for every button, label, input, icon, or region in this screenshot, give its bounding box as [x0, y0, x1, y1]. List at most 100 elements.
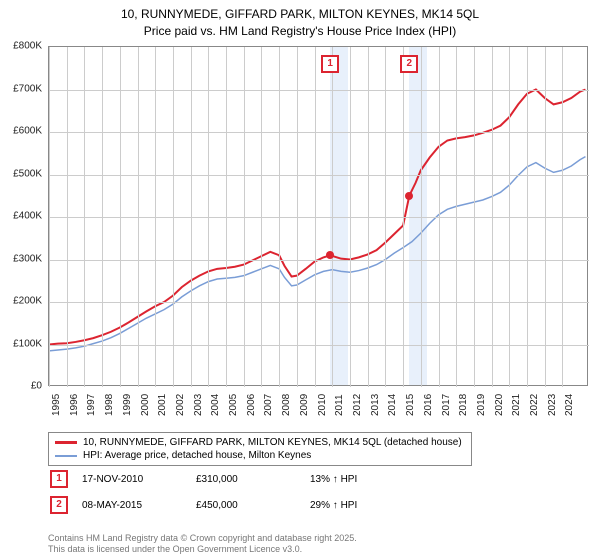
chart-title: 10, RUNNYMEDE, GIFFARD PARK, MILTON KEYN… — [0, 0, 600, 40]
grid-line-v — [492, 47, 493, 387]
x-axis-label: 2009 — [299, 394, 310, 416]
y-axis-label: £100K — [13, 338, 42, 349]
grid-line-v — [138, 47, 139, 387]
sale-marker: 1 — [321, 55, 339, 73]
sale-marker: 2 — [400, 55, 418, 73]
grid-line-v — [279, 47, 280, 387]
grid-line-v — [84, 47, 85, 387]
grid-line-v — [403, 47, 404, 387]
grid-line-h — [49, 175, 589, 176]
grid-line-v — [509, 47, 510, 387]
grid-line-v — [545, 47, 546, 387]
x-axis-label: 2004 — [210, 394, 221, 416]
grid-line-h — [49, 132, 589, 133]
sale-price: £310,000 — [196, 474, 296, 485]
grid-line-v — [439, 47, 440, 387]
grid-line-v — [226, 47, 227, 387]
sale-row: 1 17-NOV-2010 £310,000 13% ↑ HPI — [50, 466, 588, 492]
x-axis-label: 2019 — [476, 394, 487, 416]
grid-line-v — [102, 47, 103, 387]
x-axis-label: 2018 — [458, 394, 469, 416]
legend-label-2: HPI: Average price, detached house, Milt… — [83, 450, 311, 461]
legend-box: 10, RUNNYMEDE, GIFFARD PARK, MILTON KEYN… — [48, 432, 588, 518]
grid-line-v — [120, 47, 121, 387]
chart-area: 12 £0£100K£200K£300K£400K£500K£600K£700K… — [48, 46, 588, 426]
sale-price: £450,000 — [196, 500, 296, 511]
x-axis-label: 2001 — [157, 394, 168, 416]
grid-line-h — [49, 217, 589, 218]
footnote-line-1: Contains HM Land Registry data © Crown c… — [48, 533, 357, 545]
grid-line-v — [261, 47, 262, 387]
sale-row: 2 08-MAY-2015 £450,000 29% ↑ HPI — [50, 492, 588, 518]
sale-marker-inline: 1 — [50, 470, 68, 488]
x-axis-label: 1999 — [122, 394, 133, 416]
x-axis-label: 2015 — [405, 394, 416, 416]
x-axis-label: 2024 — [564, 394, 575, 416]
x-axis-label: 2010 — [317, 394, 328, 416]
x-axis-label: 2013 — [370, 394, 381, 416]
footnote: Contains HM Land Registry data © Crown c… — [48, 533, 357, 556]
sale-delta: 29% ↑ HPI — [310, 500, 410, 511]
x-axis-label: 2008 — [281, 394, 292, 416]
grid-line-v — [562, 47, 563, 387]
x-axis-label: 1998 — [104, 394, 115, 416]
x-axis-label: 2023 — [547, 394, 558, 416]
grid-line-v — [456, 47, 457, 387]
sale-date: 17-NOV-2010 — [82, 474, 182, 485]
x-axis-label: 2005 — [228, 394, 239, 416]
grid-line-v — [191, 47, 192, 387]
y-axis-label: £700K — [13, 83, 42, 94]
y-axis-label: £400K — [13, 211, 42, 222]
title-line-2: Price paid vs. HM Land Registry's House … — [0, 23, 600, 40]
x-axis-label: 2011 — [334, 394, 345, 416]
y-axis-label: £300K — [13, 253, 42, 264]
plot-region: 12 — [48, 46, 588, 386]
grid-line-v — [49, 47, 50, 387]
grid-line-v — [297, 47, 298, 387]
sale-point — [405, 192, 413, 200]
x-axis-label: 2012 — [352, 394, 363, 416]
x-axis-label: 1996 — [69, 394, 80, 416]
x-axis-label: 2016 — [423, 394, 434, 416]
legend-row-2: HPI: Average price, detached house, Milt… — [55, 449, 465, 462]
x-axis-label: 2006 — [246, 394, 257, 416]
sale-delta: 13% ↑ HPI — [310, 474, 410, 485]
x-axis-label: 2021 — [511, 394, 522, 416]
grid-line-v — [350, 47, 351, 387]
x-axis-label: 2007 — [263, 394, 274, 416]
x-axis-label: 2017 — [441, 394, 452, 416]
x-axis-label: 2003 — [193, 394, 204, 416]
grid-line-v — [474, 47, 475, 387]
grid-line-v — [421, 47, 422, 387]
sales-rows: 1 17-NOV-2010 £310,000 13% ↑ HPI 2 08-MAY-201… — [48, 466, 588, 518]
sale-date: 08-MAY-2015 — [82, 500, 182, 511]
sale-marker-inline: 2 — [50, 496, 68, 514]
x-axis-label: 2014 — [387, 394, 398, 416]
x-axis-label: 2002 — [175, 394, 186, 416]
y-axis-label: £600K — [13, 126, 42, 137]
y-axis-label: £200K — [13, 296, 42, 307]
footnote-line-2: This data is licensed under the Open Gov… — [48, 544, 357, 556]
grid-line-v — [385, 47, 386, 387]
y-axis-label: £500K — [13, 168, 42, 179]
title-line-1: 10, RUNNYMEDE, GIFFARD PARK, MILTON KEYN… — [0, 6, 600, 23]
legend-swatch-2 — [55, 455, 77, 457]
grid-line-h — [49, 302, 589, 303]
y-axis-label: £0 — [31, 381, 42, 392]
x-axis-label: 2022 — [529, 394, 540, 416]
grid-line-v — [368, 47, 369, 387]
grid-line-v — [208, 47, 209, 387]
x-axis-label: 1997 — [86, 394, 97, 416]
grid-line-v — [244, 47, 245, 387]
grid-line-h — [49, 260, 589, 261]
grid-line-v — [527, 47, 528, 387]
grid-line-h — [49, 90, 589, 91]
grid-line-h — [49, 345, 589, 346]
grid-line-v — [173, 47, 174, 387]
x-axis-label: 2020 — [494, 394, 505, 416]
legend-series: 10, RUNNYMEDE, GIFFARD PARK, MILTON KEYN… — [48, 432, 472, 466]
grid-line-v — [67, 47, 68, 387]
legend-row-1: 10, RUNNYMEDE, GIFFARD PARK, MILTON KEYN… — [55, 436, 465, 449]
sale-point — [326, 251, 334, 259]
grid-line-v — [315, 47, 316, 387]
